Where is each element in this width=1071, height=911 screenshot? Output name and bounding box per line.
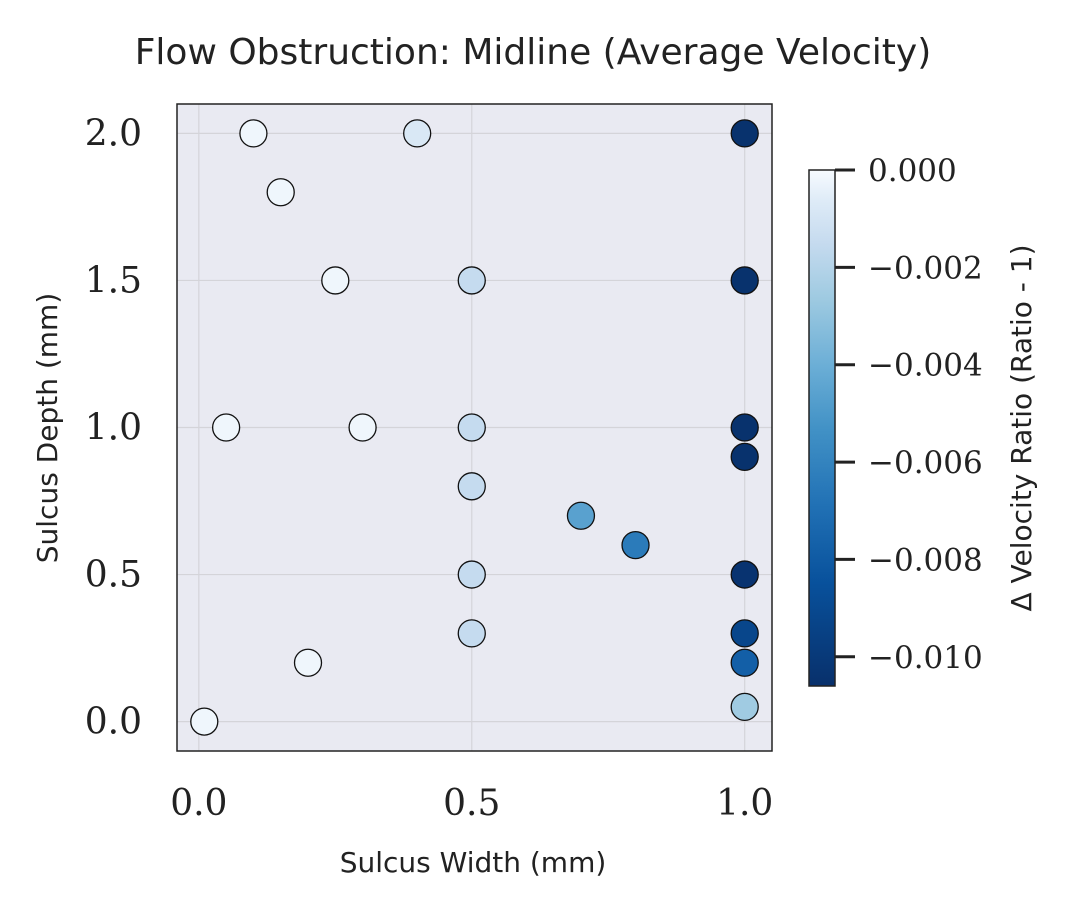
data-point (293, 648, 323, 677)
data-point (403, 119, 432, 148)
data-point (190, 707, 219, 736)
data-point (211, 413, 241, 442)
data-point (730, 413, 759, 442)
data-point (457, 472, 486, 501)
data-point (457, 413, 486, 442)
colorbar-tick-label: −0.004 (868, 348, 983, 384)
data-point (730, 619, 759, 648)
data-point (730, 648, 759, 677)
colorbar-tick-label: −0.008 (868, 542, 983, 578)
data-point (266, 178, 295, 207)
colorbar-label: Δ Velocity Ratio (Ratio - 1) (1005, 244, 1038, 611)
chart-title: Flow Obstruction: Midline (Average Veloc… (135, 32, 932, 73)
data-point (457, 266, 486, 295)
data-point (730, 119, 759, 148)
x-tick-label: 1.0 (716, 783, 773, 824)
y-tick-label: 1.0 (85, 408, 142, 449)
y-tick-label: 0.5 (85, 555, 142, 596)
colorbar (808, 169, 836, 687)
data-point (730, 266, 759, 295)
x-axis-label: Sulcus Width (mm) (340, 846, 607, 879)
y-tick-label: 2.0 (85, 113, 142, 154)
colorbar-tick-label: −0.002 (868, 250, 983, 286)
data-point (321, 266, 350, 295)
data-point (730, 560, 759, 589)
data-point (348, 413, 377, 442)
y-tick-label: 1.5 (85, 260, 142, 301)
data-point (566, 501, 596, 530)
data-point (730, 692, 759, 722)
points (190, 119, 759, 736)
colorbar-ticks: 0.000 −0.002 −0.004 −0.006 −0.008 −0.010 (835, 153, 983, 676)
x-tick-label: 0.5 (443, 783, 500, 824)
data-point (239, 119, 268, 148)
y-tick-label: 0.0 (85, 702, 142, 743)
colorbar-tick-label: −0.006 (868, 445, 983, 481)
y-axis-ticks: 0.0 0.5 1.0 1.5 2.0 (85, 113, 142, 742)
x-tick-label: 0.0 (170, 783, 227, 824)
colorbar-tick-label: −0.010 (868, 640, 983, 676)
data-point (457, 619, 486, 648)
y-axis-label: Sulcus Depth (mm) (31, 293, 64, 564)
plot-frame (176, 103, 773, 752)
data-point (730, 442, 759, 472)
data-point (621, 530, 650, 560)
x-axis-ticks: 0.0 0.5 1.0 (170, 783, 773, 824)
colorbar-tick-label: 0.000 (868, 153, 957, 189)
data-point (457, 560, 486, 589)
